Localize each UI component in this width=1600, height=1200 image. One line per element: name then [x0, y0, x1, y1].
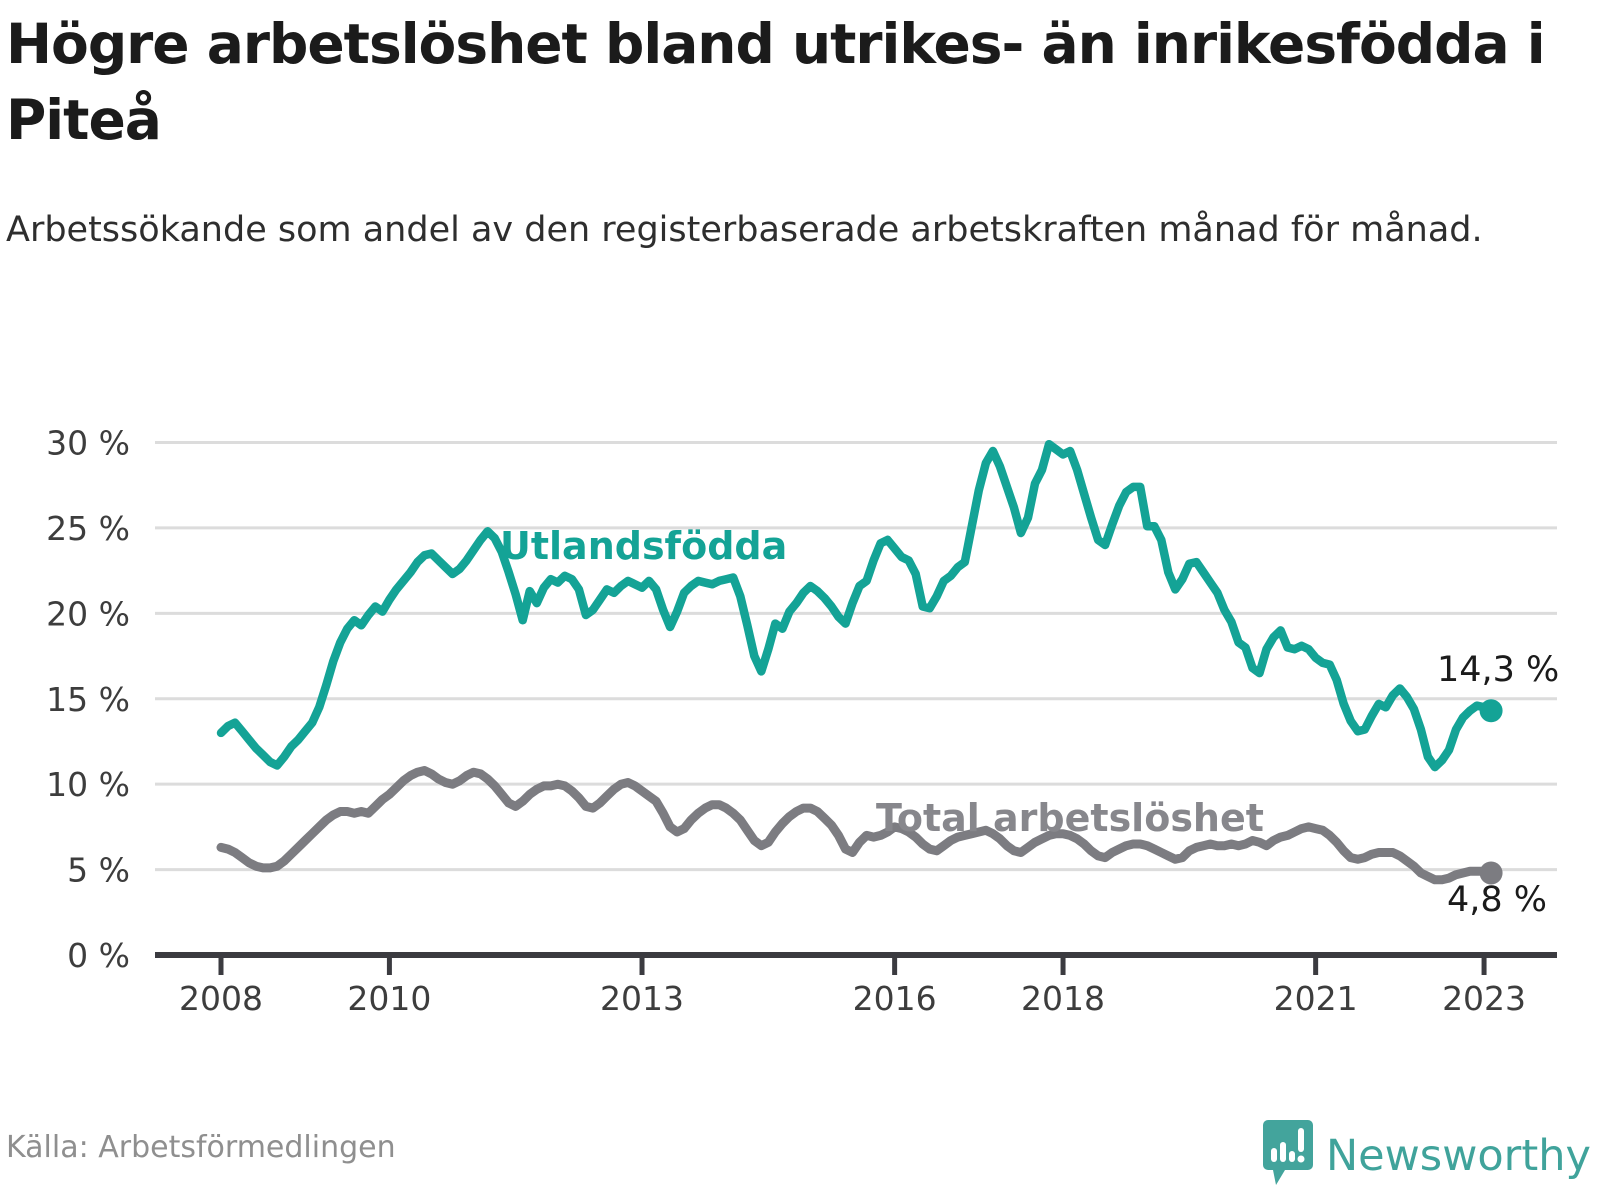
series-line-total: [216, 766, 1496, 885]
series-label-total: Total arbetslöshet: [876, 796, 1264, 840]
end-value-utlandsfodda: 14,3 %: [1437, 650, 1560, 690]
x-axis-tick-label: 2023: [1442, 979, 1526, 1018]
y-axis-tick-label: 10 %: [46, 765, 130, 804]
y-axis-tick-label: 20 %: [46, 594, 130, 633]
source-note: Källa: Arbetsförmedlingen: [6, 1130, 396, 1165]
x-axis-tick-label: 2016: [853, 979, 937, 1018]
end-dot-total: [1479, 861, 1503, 885]
series-label-utlandsfodda: Utlandsfödda: [500, 524, 788, 568]
end-value-total: 4,8 %: [1447, 880, 1548, 920]
y-axis-tick-label: 5 %: [67, 851, 130, 890]
x-axis-tick-label: 2008: [179, 979, 263, 1018]
x-axis-tick-label: 2013: [600, 979, 684, 1018]
page-title: Högre arbetslöshet bland utrikes- än inr…: [6, 12, 1546, 152]
y-axis-tick-label: 0 %: [67, 936, 130, 975]
x-axis-tick-label: 2021: [1274, 979, 1358, 1018]
newsworthy-icon: [1263, 1120, 1313, 1185]
x-axis-tick-label: 2018: [1021, 979, 1105, 1018]
newsworthy-wordmark: Newsworthy: [1326, 1131, 1591, 1181]
y-axis-tick-label: 25 %: [46, 509, 130, 548]
series-line-utlandsfodda: [216, 439, 1496, 772]
chart-subtitle: Arbetssökande som andel av den registerb…: [6, 210, 1483, 250]
x-axis-tick-label: 2010: [347, 979, 431, 1018]
end-dot-utlandsfodda: [1479, 699, 1503, 723]
y-axis-tick-label: 30 %: [46, 424, 130, 463]
newsworthy-logo: Newsworthy: [1262, 1118, 1591, 1192]
y-axis-tick-label: 15 %: [46, 680, 130, 719]
